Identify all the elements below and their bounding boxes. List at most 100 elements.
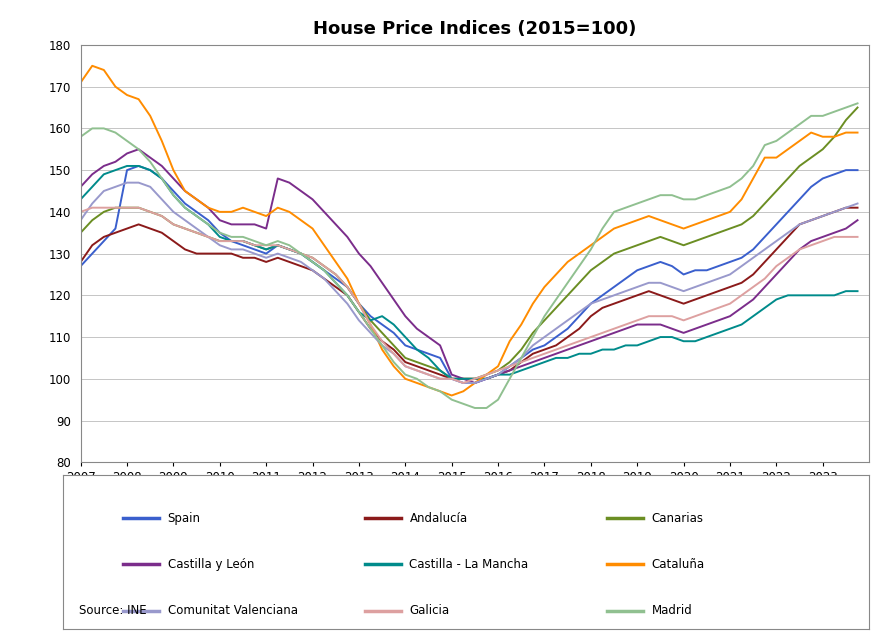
Castilla y León [75, 183, 86, 191]
Spain [458, 379, 469, 386]
Andalucía [771, 245, 781, 253]
Spain [852, 166, 863, 174]
Text: Canarias: Canarias [651, 512, 703, 525]
Castilla y León [655, 320, 666, 328]
Canarias [528, 329, 538, 336]
Comunitat Valenciana [782, 229, 793, 236]
Canarias [446, 375, 457, 383]
Canarias [539, 317, 550, 324]
Castilla - La Mancha [446, 375, 457, 383]
Castilla - La Mancha [122, 162, 133, 169]
Galicia [713, 304, 724, 311]
Spain [794, 195, 805, 203]
Line: Cataluña: Cataluña [81, 65, 857, 395]
Madrid [75, 133, 86, 141]
Galicia [655, 312, 666, 320]
Comunitat Valenciana [713, 275, 724, 282]
Line: Castilla y León: Castilla y León [81, 149, 857, 383]
Comunitat Valenciana [122, 178, 133, 186]
Text: Galicia: Galicia [409, 604, 450, 617]
Canarias [782, 175, 793, 182]
Andalucía [702, 291, 712, 299]
Spain [655, 258, 666, 266]
Canarias [852, 103, 863, 111]
Castilla - La Mancha [713, 329, 724, 336]
Text: Spain: Spain [168, 512, 201, 525]
Galicia [87, 204, 98, 211]
Castilla - La Mancha [794, 291, 805, 299]
Canarias [400, 354, 410, 361]
Line: Galicia: Galicia [81, 207, 857, 383]
Castilla - La Mancha [75, 195, 86, 203]
Spain [134, 162, 144, 169]
Castilla - La Mancha [620, 342, 631, 349]
Cataluña [655, 216, 666, 224]
Spain [75, 262, 86, 270]
Andalucía [782, 233, 793, 241]
Line: Comunitat Valenciana: Comunitat Valenciana [81, 182, 857, 383]
Comunitat Valenciana [806, 216, 816, 224]
Line: Spain: Spain [81, 166, 857, 383]
Comunitat Valenciana [794, 220, 805, 228]
Castilla - La Mancha [852, 287, 863, 295]
Cataluña [852, 128, 863, 136]
Galicia [620, 320, 631, 328]
Canarias [75, 229, 86, 236]
Cataluña [87, 62, 98, 69]
Madrid [852, 100, 863, 107]
Castilla y León [782, 258, 793, 266]
Text: Cataluña: Cataluña [651, 558, 704, 571]
Spain [713, 262, 724, 270]
Galicia [782, 254, 793, 261]
Cataluña [446, 392, 457, 399]
Cataluña [806, 128, 816, 136]
Galicia [806, 241, 816, 249]
Text: Castilla y León: Castilla y León [168, 558, 254, 571]
Cataluña [620, 220, 631, 228]
Andalucía [840, 204, 851, 211]
Castilla y León [134, 145, 144, 153]
Madrid [400, 370, 410, 378]
Spain [620, 275, 631, 282]
Andalucía [75, 258, 86, 266]
Comunitat Valenciana [620, 287, 631, 295]
Galicia [852, 233, 863, 241]
Madrid [539, 312, 550, 320]
Spain [806, 183, 816, 191]
Galicia [75, 208, 86, 216]
Cataluña [713, 212, 724, 220]
Cataluña [75, 78, 86, 86]
Castilla y León [713, 317, 724, 324]
Comunitat Valenciana [75, 216, 86, 224]
Text: Castilla - La Mancha: Castilla - La Mancha [409, 558, 529, 571]
Text: Source: INE: Source: INE [79, 604, 146, 617]
Text: Comunitat Valenciana: Comunitat Valenciana [168, 604, 297, 617]
Madrid [782, 128, 793, 136]
Castilla y León [806, 237, 816, 245]
Title: House Price Indices (2015=100): House Price Indices (2015=100) [314, 20, 636, 38]
Canarias [261, 245, 271, 253]
Text: Madrid: Madrid [651, 604, 692, 617]
Andalucía [794, 220, 805, 228]
Andalucía [852, 204, 863, 211]
Galicia [794, 245, 805, 253]
Castilla y León [470, 379, 480, 386]
Castilla - La Mancha [782, 291, 793, 299]
Castilla - La Mancha [655, 333, 666, 341]
Line: Andalucía: Andalucía [81, 207, 857, 379]
Cataluña [782, 145, 793, 153]
Andalucía [608, 300, 619, 308]
Galicia [458, 379, 469, 386]
Madrid [261, 241, 271, 249]
Cataluña [794, 137, 805, 144]
Andalucía [643, 287, 654, 295]
Spain [782, 208, 793, 216]
Line: Castilla - La Mancha: Castilla - La Mancha [81, 166, 857, 379]
Comunitat Valenciana [655, 279, 666, 286]
Canarias [249, 241, 260, 249]
Madrid [470, 404, 480, 412]
Castilla y León [620, 325, 631, 333]
Line: Madrid: Madrid [81, 103, 857, 408]
Comunitat Valenciana [458, 379, 469, 386]
Andalucía [446, 375, 457, 383]
